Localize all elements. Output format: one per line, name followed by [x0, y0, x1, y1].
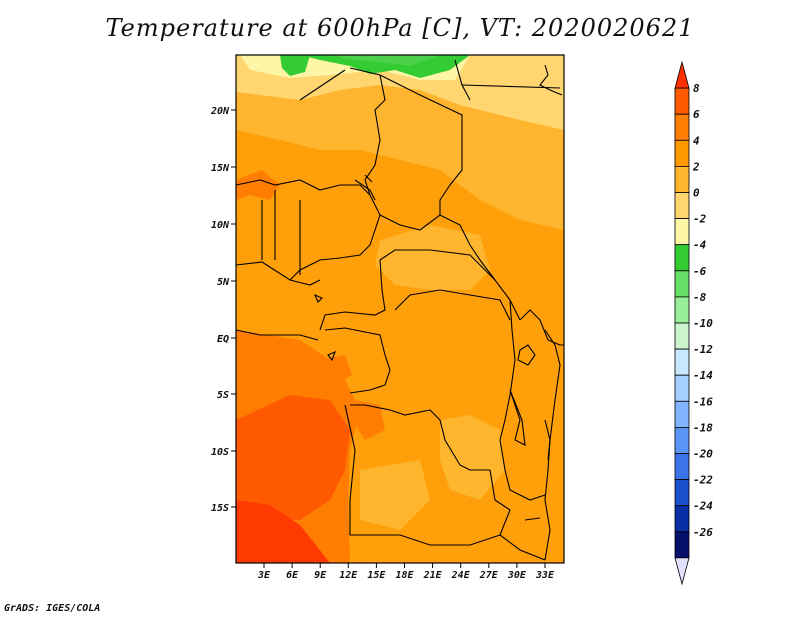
- colorbar-swatch: [674, 505, 690, 533]
- colorbar-label: -18: [693, 421, 713, 434]
- colorbar-top-arrow: [674, 60, 690, 89]
- lat-label: 10N: [211, 220, 230, 231]
- colorbar-label: -4: [693, 239, 707, 252]
- footer-credit: GrADS: IGES/COLA: [4, 603, 101, 614]
- colorbar-swatch: [674, 426, 690, 454]
- colorbar-label: -20: [693, 448, 713, 461]
- colorbar-label: 2: [692, 160, 700, 173]
- country-borders: [236, 59, 564, 561]
- colorbar-bottom-arrow: [674, 557, 690, 586]
- colorbar-label: 4: [693, 134, 700, 147]
- colorbar-swatch: [674, 322, 690, 350]
- lon-label: 9E: [314, 570, 327, 581]
- lon-label: 12E: [339, 570, 358, 581]
- colorbar-label: -22: [693, 474, 713, 487]
- colorbar-swatch: [674, 165, 690, 193]
- colorbar-label: -12: [693, 343, 713, 356]
- lon-label: 30E: [507, 570, 527, 581]
- colorbar-label: -14: [693, 369, 713, 382]
- colorbar-swatch: [674, 296, 690, 324]
- lon-label: 15E: [367, 570, 386, 581]
- lat-label: 15N: [211, 163, 230, 174]
- colorbar-label: 6: [693, 108, 700, 121]
- colorbar-label: -26: [693, 526, 713, 539]
- lon-label: 24E: [451, 570, 471, 581]
- colorbar-swatch: [674, 139, 690, 167]
- colorbar-label: -10: [693, 317, 713, 330]
- lon-label: 27E: [479, 570, 499, 581]
- colorbar-label: -8: [693, 291, 707, 304]
- lon-label: 3E: [257, 570, 271, 581]
- chart-title: Temperature at 600hPa [C], VT: 202002062…: [105, 14, 695, 42]
- colorbar-label: -2: [693, 213, 707, 226]
- lon-label: 33E: [535, 570, 555, 581]
- colorbar-swatch: [674, 453, 690, 481]
- colorbar-swatch: [674, 348, 690, 376]
- lat-label: 15S: [211, 503, 229, 514]
- colorbar-swatch: [674, 479, 690, 507]
- colorbar-swatch: [674, 270, 690, 298]
- colorbar-swatch: [674, 531, 690, 559]
- colorbar-swatch: [674, 113, 690, 141]
- colorbar-swatch: [674, 218, 690, 246]
- colorbar-label: 8: [693, 82, 700, 95]
- lat-label: 5S: [217, 390, 229, 401]
- colorbar: 8 6 4 2 0 -2 -4 -6 -8 -10 -12 -14 -16 -18 -20 -22 -24 -26: [674, 60, 713, 586]
- lat-label: EQ: [217, 334, 229, 345]
- temperature-field: [236, 55, 564, 563]
- latitude-axis: 20N 15N 10N 5N EQ 5S 10S 15S: [210, 106, 236, 514]
- lat-label: 20N: [210, 106, 230, 117]
- lat-label: 5N: [217, 277, 230, 288]
- colorbar-swatch: [674, 87, 690, 115]
- colorbar-label: -16: [693, 395, 713, 408]
- lon-label: 21E: [423, 570, 443, 581]
- colorbar-swatch: [674, 374, 690, 402]
- colorbar-swatch: [674, 244, 690, 272]
- lon-label: 6E: [286, 570, 299, 581]
- colorbar-swatch: [674, 192, 690, 220]
- lat-label: 10S: [211, 447, 229, 458]
- colorbar-swatch: [674, 400, 690, 428]
- colorbar-label: -24: [693, 500, 713, 513]
- longitude-axis: 3E 6E 9E 12E 15E 18E 21E 24E 27E 30E 33E: [257, 563, 555, 581]
- lon-label: 18E: [395, 570, 414, 581]
- colorbar-label: 0: [693, 187, 700, 200]
- colorbar-label: -6: [693, 265, 707, 278]
- map-frame: [235, 54, 565, 564]
